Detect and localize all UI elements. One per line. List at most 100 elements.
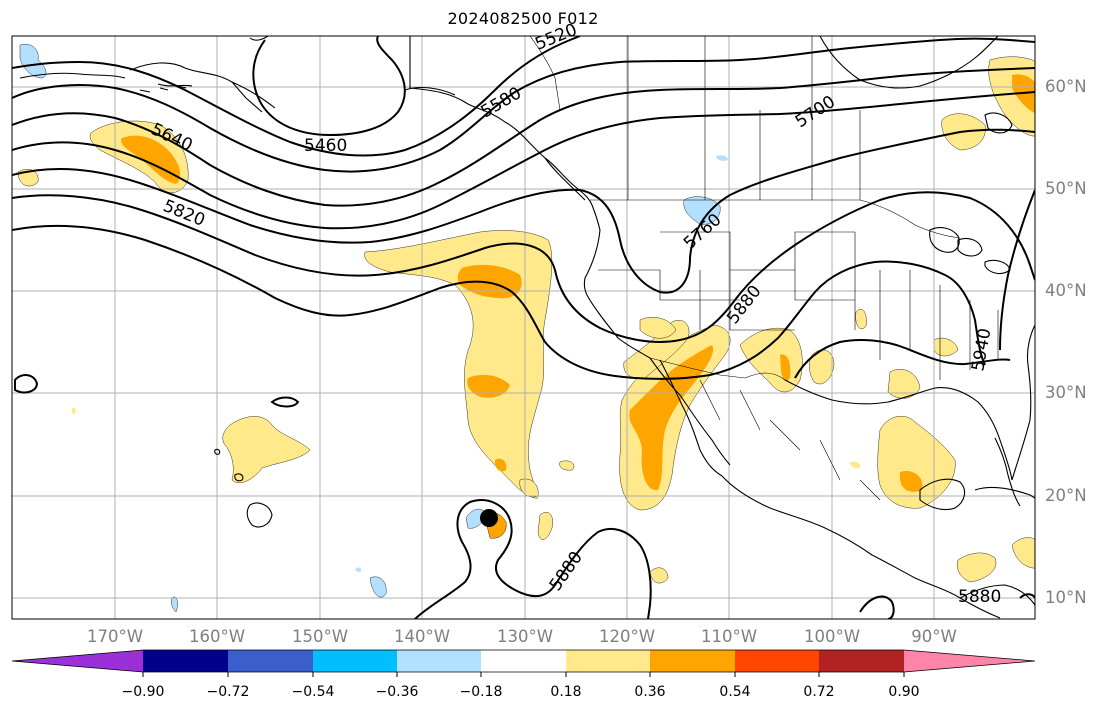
contour-5880-south	[414, 499, 652, 619]
lon-label: 150°W	[291, 627, 349, 646]
shade-plume-core1	[457, 264, 522, 299]
lat-label: 50°N	[1045, 179, 1087, 198]
lat-label: 30°N	[1045, 383, 1087, 402]
yucatan	[919, 478, 966, 511]
positive-anomaly-shading	[17, 56, 1035, 584]
shade-small-5	[17, 169, 39, 187]
colorbar-tick-label: −0.18	[459, 684, 503, 700]
lon-label: 130°W	[496, 627, 554, 646]
contour-5880-main	[12, 224, 986, 380]
contour-5700	[12, 91, 1035, 230]
contour-label: 5880	[723, 282, 765, 328]
west-us-coast	[583, 229, 651, 359]
hudson-bay	[819, 36, 999, 89]
contour-label: 5580	[478, 83, 525, 122]
contour-5460	[252, 36, 406, 137]
shade-caribbean	[957, 552, 997, 583]
hawaii	[214, 448, 273, 528]
us-mexico-border	[649, 357, 786, 381]
shade-neg-2	[171, 596, 178, 613]
colorbar-tick-label: −0.72	[206, 684, 250, 700]
contour-label: 5880	[546, 548, 587, 595]
height-contours	[12, 36, 1035, 619]
contour-loop-d	[1019, 593, 1035, 599]
bc-coast	[544, 157, 601, 231]
contour-5940	[794, 339, 1011, 379]
shade-small-4	[519, 478, 539, 498]
shade-plains-core	[780, 354, 791, 382]
shade-small-7	[559, 460, 575, 471]
contour-label: 5880	[958, 587, 1001, 607]
lat-label: 40°N	[1045, 281, 1087, 300]
shade-neg-alaska	[19, 44, 47, 79]
east-coast	[1011, 324, 1035, 481]
contour-5640	[12, 67, 1035, 207]
shade-small-1	[855, 309, 867, 330]
lon-label: 120°W	[598, 627, 656, 646]
contour-5880-east	[999, 189, 1035, 351]
contour-5580	[12, 37, 1035, 173]
shade-small-2	[639, 317, 677, 339]
alaska-coast	[129, 36, 586, 201]
lon-label: 90°W	[911, 627, 957, 646]
contour-5760	[12, 128, 1035, 294]
map-title: 2024082500 F012	[447, 9, 599, 28]
storm-center-marker	[480, 509, 498, 527]
cuba	[974, 486, 1035, 499]
lat-label: 20°N	[1045, 486, 1087, 505]
shade-neg-1	[369, 576, 387, 598]
shade-gulf-core	[899, 470, 923, 492]
canada-provinces	[529, 36, 861, 200]
contour-loop-b	[270, 396, 300, 408]
shade-east-pac	[649, 567, 669, 584]
contour-label: 5460	[304, 136, 347, 156]
map-frame	[11, 35, 1036, 620]
shade-pacific-plume	[364, 230, 553, 499]
shade-neg-idaho	[683, 196, 721, 225]
us-canada-border	[590, 199, 961, 239]
baja-coast	[649, 357, 731, 477]
contour-label: 5940	[968, 327, 995, 373]
lon-label: 100°W	[803, 627, 861, 646]
shade-plume-core2	[467, 374, 510, 398]
colorbar-tick-label: 0.72	[803, 684, 835, 700]
contour-labels: 5520 5580 5640 5460 5700 5820 5760 5880 …	[148, 20, 1001, 607]
shade-texas	[809, 349, 835, 385]
colorbar-tick-label: −0.36	[375, 684, 419, 700]
lon-label: 140°W	[393, 627, 451, 646]
shade-gulf-north	[887, 369, 921, 399]
shade-small-6	[71, 407, 76, 414]
shade-ohio	[933, 337, 959, 357]
gulf-coast	[784, 379, 1013, 481]
colorbar-tick-label: −0.54	[291, 684, 335, 700]
colorbar-tick-label: 0.36	[634, 684, 666, 700]
contour-loop-a	[14, 374, 39, 394]
shade-gulf	[877, 415, 956, 509]
contour-label: 5520	[532, 20, 580, 55]
lon-label: 110°W	[700, 627, 758, 646]
colorbar-tick-label: 0.18	[550, 684, 582, 700]
aleutians	[19, 36, 269, 93]
florida	[994, 437, 1021, 507]
mexico-states	[699, 379, 881, 501]
lon-label: 170°W	[86, 627, 144, 646]
contour-loop-c	[859, 595, 895, 619]
lat-label: 60°N	[1045, 77, 1087, 96]
newfoundland	[984, 112, 1013, 134]
colorbar-tick-label: −0.90	[121, 684, 165, 700]
shade-neg-4	[355, 567, 362, 572]
shade-small-3	[494, 458, 507, 472]
contour-5520	[12, 36, 581, 157]
shade-hawaii-west	[222, 416, 311, 484]
lon-label: 160°W	[188, 627, 246, 646]
shade-small-8	[850, 461, 861, 469]
shade-alaska-west-core	[121, 135, 181, 184]
colorbar-tick-label: 0.54	[719, 684, 751, 700]
contour-5820	[12, 191, 1035, 343]
shade-storm-b	[537, 512, 553, 540]
colorbar-tick-label: 0.90	[888, 684, 920, 700]
shade-atl-south	[1011, 537, 1035, 569]
lat-label: 10°N	[1045, 588, 1087, 607]
shade-baja-core	[629, 345, 714, 491]
